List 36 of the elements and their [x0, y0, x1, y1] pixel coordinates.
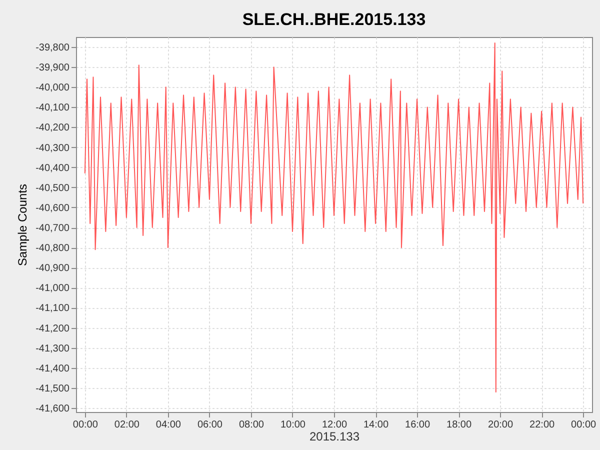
y-tick-label: -41,200: [36, 323, 70, 334]
y-tick-label: -39,800: [36, 42, 70, 54]
x-tick-label: 20:00: [488, 420, 514, 430]
y-axis-title: Sample Counts: [16, 184, 30, 266]
x-tick-label: 14:00: [363, 420, 389, 430]
x-tick-label: 06:00: [197, 420, 223, 430]
x-tick-label: 12:00: [322, 420, 348, 430]
y-tick-label: -41,400: [36, 363, 70, 374]
x-tick-label: 18:00: [446, 420, 472, 430]
y-tick-label: -40,500: [36, 182, 70, 194]
y-tick-label: -41,600: [36, 403, 70, 414]
x-tick-label: 04:00: [156, 420, 182, 430]
x-tick-label: 00:00: [571, 420, 597, 430]
y-tick-label: -41,100: [36, 303, 70, 314]
y-tick-label: -40,900: [36, 263, 70, 274]
x-tick-label: 16:00: [405, 420, 430, 430]
x-tick-label: 00:00: [72, 420, 98, 430]
y-tick-label: -41,000: [36, 283, 70, 294]
y-tick-label: -40,200: [36, 122, 70, 134]
line-series: [84, 42, 584, 392]
x-axis-title: 2015.133: [309, 430, 360, 444]
y-tick-label: -40,800: [36, 243, 70, 254]
x-tick-label: 02:00: [114, 420, 140, 430]
y-tick-label: -40,300: [36, 142, 70, 154]
y-tick-label: -40,700: [36, 223, 70, 234]
x-tick-label: 22:00: [530, 420, 556, 430]
y-tick-label: -41,300: [36, 343, 70, 354]
x-tick-label: 08:00: [238, 420, 264, 430]
x-tick-label: 10:00: [280, 420, 306, 430]
y-tick-label: -41,500: [36, 383, 70, 394]
chart-title: SLE.CH..BHE.2015.133: [242, 10, 426, 29]
y-tick-label: -39,900: [36, 62, 70, 74]
y-tick-label: -40,400: [36, 162, 70, 174]
y-tick-label: -40,000: [36, 82, 70, 94]
y-tick-label: -40,600: [36, 202, 70, 214]
y-tick-label: -40,100: [36, 102, 70, 114]
